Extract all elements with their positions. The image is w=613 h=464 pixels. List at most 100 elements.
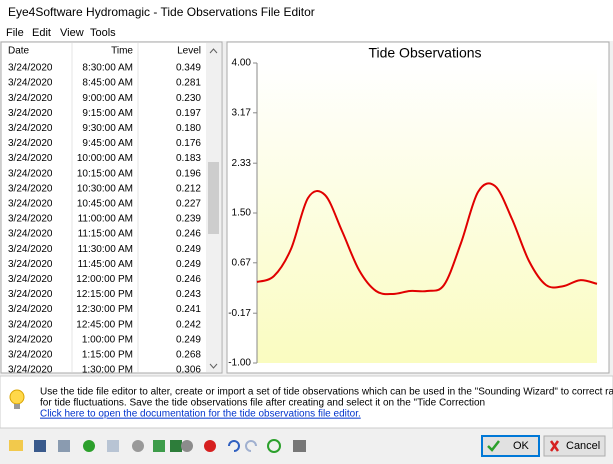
table-cell: 0.239 <box>176 214 201 225</box>
scroll-up[interactable] <box>209 48 218 54</box>
table-cell: 8:45:00 AM <box>82 78 133 89</box>
table-cell: 9:30:00 AM <box>82 123 133 134</box>
cancel-button[interactable] <box>543 435 606 457</box>
table-cell: 0.183 <box>176 153 201 164</box>
table-cell: 3/24/2020 <box>8 214 53 225</box>
cancel-label: Cancel <box>566 440 600 452</box>
table-cell: 3/24/2020 <box>8 244 53 255</box>
y-tick-label: 1.50 <box>232 208 252 219</box>
menu-item[interactable]: File <box>6 27 24 39</box>
table-cell: 9:45:00 AM <box>82 138 133 149</box>
column-header: Time <box>111 46 133 57</box>
settings-icon[interactable] <box>132 440 144 452</box>
table-cell: 3/24/2020 <box>8 319 53 330</box>
table-cell: 12:30:00 PM <box>76 304 133 315</box>
table-cell: 3/24/2020 <box>8 93 53 104</box>
tide-line <box>256 182 598 296</box>
table-cell: 3/24/2020 <box>8 138 53 149</box>
save-icon[interactable] <box>34 440 46 452</box>
doc-link[interactable]: Click here to open the documentation for… <box>40 409 361 420</box>
table-cell: 3/24/2020 <box>8 365 53 376</box>
menu-item[interactable]: Edit <box>32 27 51 39</box>
y-tick-label: 0.67 <box>232 257 252 268</box>
undo-icon[interactable] <box>228 440 240 452</box>
table-cell: 0.242 <box>176 319 201 330</box>
chart: -1.00 -0.17 0.67 1.50 2.33 3.17 4.00 <box>228 58 598 369</box>
column-header: Date <box>8 46 30 57</box>
table-cell: 0.268 <box>176 350 201 361</box>
table-cell: 1:15:00 PM <box>82 350 133 361</box>
add-icon[interactable] <box>83 440 95 452</box>
table-cell: 0.176 <box>176 138 201 149</box>
table-cell: 3/24/2020 <box>8 289 53 300</box>
remove-icon[interactable] <box>181 440 193 452</box>
y-tick-label: 2.33 <box>232 158 252 169</box>
title-bar <box>0 0 613 26</box>
table-cell: 0.349 <box>176 63 201 74</box>
table-cell: 12:45:00 PM <box>76 319 133 330</box>
table-cell: 8:30:00 AM <box>82 63 133 74</box>
table-cell: 3/24/2020 <box>8 274 53 285</box>
table-cell: 0.306 <box>176 365 201 376</box>
save-as-icon[interactable] <box>58 440 70 452</box>
open-icon[interactable] <box>9 440 23 451</box>
table-cell: 10:15:00 AM <box>77 168 133 179</box>
table-cell: 3/24/2020 <box>8 78 53 89</box>
redo-icon[interactable] <box>245 440 257 452</box>
export-icon[interactable] <box>170 440 182 452</box>
toolbar <box>9 439 306 453</box>
print-icon[interactable] <box>293 440 306 452</box>
table-cell: 3/24/2020 <box>8 153 53 164</box>
table-cell: 3/24/2020 <box>8 168 53 179</box>
scroll-down[interactable] <box>209 363 218 369</box>
table-cell: 11:15:00 AM <box>78 229 133 240</box>
refresh-icon[interactable] <box>267 439 281 453</box>
menu-item[interactable]: Tools <box>90 27 116 39</box>
ok-label: OK <box>513 440 530 452</box>
cancel-icon <box>549 440 560 452</box>
info-text: for tide fluctuations. Save the tide obs… <box>40 398 485 409</box>
table-cell: 0.281 <box>176 78 201 89</box>
y-tick-label: -0.17 <box>228 308 251 319</box>
table-cell: 0.246 <box>176 274 201 285</box>
table-cell: 11:30:00 AM <box>78 244 133 255</box>
chart-title: Tide Observations <box>368 45 481 61</box>
bulb-base <box>14 404 20 409</box>
table-cell: 1:00:00 PM <box>82 334 133 345</box>
table-cell: 3/24/2020 <box>8 123 53 134</box>
import-icon[interactable] <box>153 440 165 452</box>
ok-button[interactable] <box>481 435 540 457</box>
menu-bar <box>0 26 613 41</box>
table-cell: 1:30:00 PM <box>82 365 133 376</box>
y-tick-label: -1.00 <box>228 358 251 369</box>
insert-icon[interactable] <box>107 440 119 452</box>
menu: File Edit View Tools <box>6 27 116 39</box>
table-cell: 0.243 <box>176 289 201 300</box>
plot-area <box>257 63 597 363</box>
table-cell: 3/24/2020 <box>8 199 53 210</box>
delete-icon[interactable] <box>204 440 216 452</box>
table-cell: 3/24/2020 <box>8 63 53 74</box>
table-cell: 12:00:00 PM <box>76 274 133 285</box>
scrollbar-thumb[interactable] <box>208 162 219 234</box>
table-cell: 3/24/2020 <box>8 350 53 361</box>
table-cell: 3/24/2020 <box>8 259 53 270</box>
table-cell: 0.246 <box>176 229 201 240</box>
table-panel <box>0 41 223 374</box>
table-cell: 11:45:00 AM <box>78 259 133 270</box>
table-cell: 10:00:00 AM <box>77 153 133 164</box>
table-cell: 3/24/2020 <box>8 229 53 240</box>
table-cell: 0.249 <box>176 259 201 270</box>
table-cell: 0.241 <box>176 304 201 315</box>
bulb-icon <box>9 389 25 405</box>
table-cell: 0.249 <box>176 334 201 345</box>
ok-icon <box>487 440 500 452</box>
table-cell: 0.227 <box>176 199 201 210</box>
table-cell: 3/24/2020 <box>8 108 53 119</box>
table-cell: 10:30:00 AM <box>77 183 133 194</box>
column-header: Level <box>177 46 201 57</box>
menu-item[interactable]: View <box>60 27 84 39</box>
table-cell: 0.197 <box>176 108 201 119</box>
y-tick-label: 3.17 <box>232 107 252 118</box>
